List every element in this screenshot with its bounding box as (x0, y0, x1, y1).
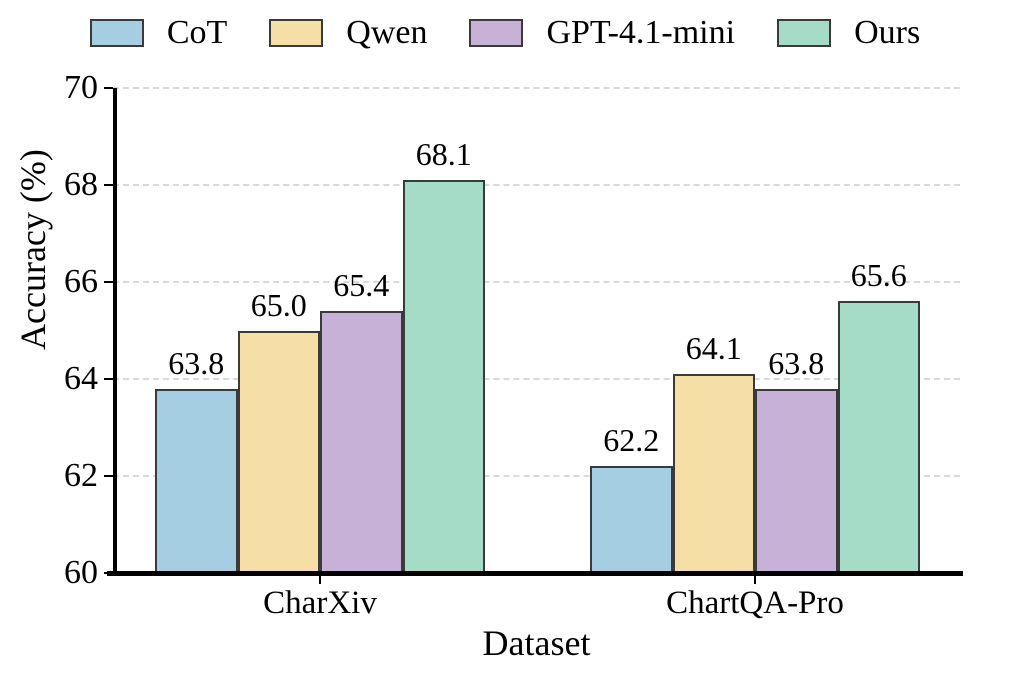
bar-ours-chartqa-pro (837, 301, 920, 573)
y-tick-mark-70 (104, 86, 113, 90)
y-tick-label-62: 62 (64, 457, 98, 494)
legend-label-gpt-4-1-mini: GPT-4.1-mini (546, 14, 736, 51)
gridline-64 (113, 378, 960, 380)
y-tick-label-60: 60 (64, 554, 98, 591)
y-tick-mark-64 (104, 377, 113, 381)
bar-qwen-chartqa-pro (672, 374, 755, 573)
x-axis-spine (107, 571, 963, 576)
legend-item-qwen: Qwen (269, 13, 427, 53)
y-tick-label-70: 70 (64, 69, 98, 106)
legend-swatch-ours (777, 19, 832, 47)
legend-swatch-qwen (269, 19, 324, 47)
gridline-68 (113, 184, 960, 186)
x-axis-title: Dataset (482, 623, 591, 663)
gridline-62 (113, 475, 960, 477)
legend-item-cot: CoT (89, 13, 228, 53)
y-tick-mark-66 (104, 280, 113, 284)
y-tick-label-66: 66 (64, 263, 98, 300)
bar-cot-charxiv (155, 388, 238, 573)
y-tick-mark-62 (104, 474, 113, 478)
x-tick-mark-charxiv (318, 575, 322, 584)
plot-area: 60 62 64 66 68 70 63.8 62.2 65.0 64.1 65.4 63.8 68.1… (64, 69, 963, 621)
bar-value-label-gpt-4-1-mini-chartqa-pro: 63.8 (768, 344, 825, 381)
bar-value-label-cot-chartqa-pro: 62.2 (603, 422, 660, 459)
legend-label-ours: Ours (854, 14, 921, 51)
y-tick-label-64: 64 (64, 360, 98, 397)
chart-legend: CoT Qwen GPT-4.1-mini Ours (0, 10, 1010, 56)
legend-label-cot: CoT (166, 14, 228, 51)
bar-value-label-ours-charxiv: 68.1 (415, 136, 472, 173)
legend-label-qwen: Qwen (346, 14, 428, 51)
y-tick-mark-68 (104, 183, 113, 187)
y-tick-mark-60 (104, 571, 113, 575)
gridline-70 (113, 87, 960, 89)
legend-swatch-cot (89, 19, 144, 47)
y-tick-label-68: 68 (64, 166, 98, 203)
legend-item-ours: Ours (777, 13, 920, 53)
bar-value-label-cot-charxiv: 63.8 (168, 344, 225, 381)
y-axis-title: Accuracy (%) (13, 149, 53, 350)
x-tick-label-charxiv: CharXiv (263, 585, 377, 621)
bar-gpt-4-1-mini-chartqa-pro (755, 388, 838, 573)
bar-value-label-ours-chartqa-pro: 65.6 (850, 257, 907, 294)
y-axis-spine (113, 88, 117, 575)
legend-item-gpt-4-1-mini: GPT-4.1-mini (469, 13, 735, 53)
x-tick-label-chartqa-pro: ChartQA-Pro (666, 585, 844, 621)
legend-swatch-gpt-4-1-mini (469, 19, 524, 47)
bar-ours-charxiv (402, 180, 485, 573)
bar-value-label-gpt-4-1-mini-charxiv: 65.4 (333, 267, 390, 304)
bar-value-label-qwen-chartqa-pro: 64.1 (685, 330, 742, 367)
bar-qwen-charxiv (237, 330, 320, 573)
bar-value-label-qwen-charxiv: 65.0 (250, 286, 307, 323)
bar-gpt-4-1-mini-charxiv (320, 311, 403, 573)
bar-cot-chartqa-pro (590, 466, 673, 573)
x-tick-mark-chartqa-pro (753, 575, 757, 584)
gridline-66 (113, 281, 960, 283)
